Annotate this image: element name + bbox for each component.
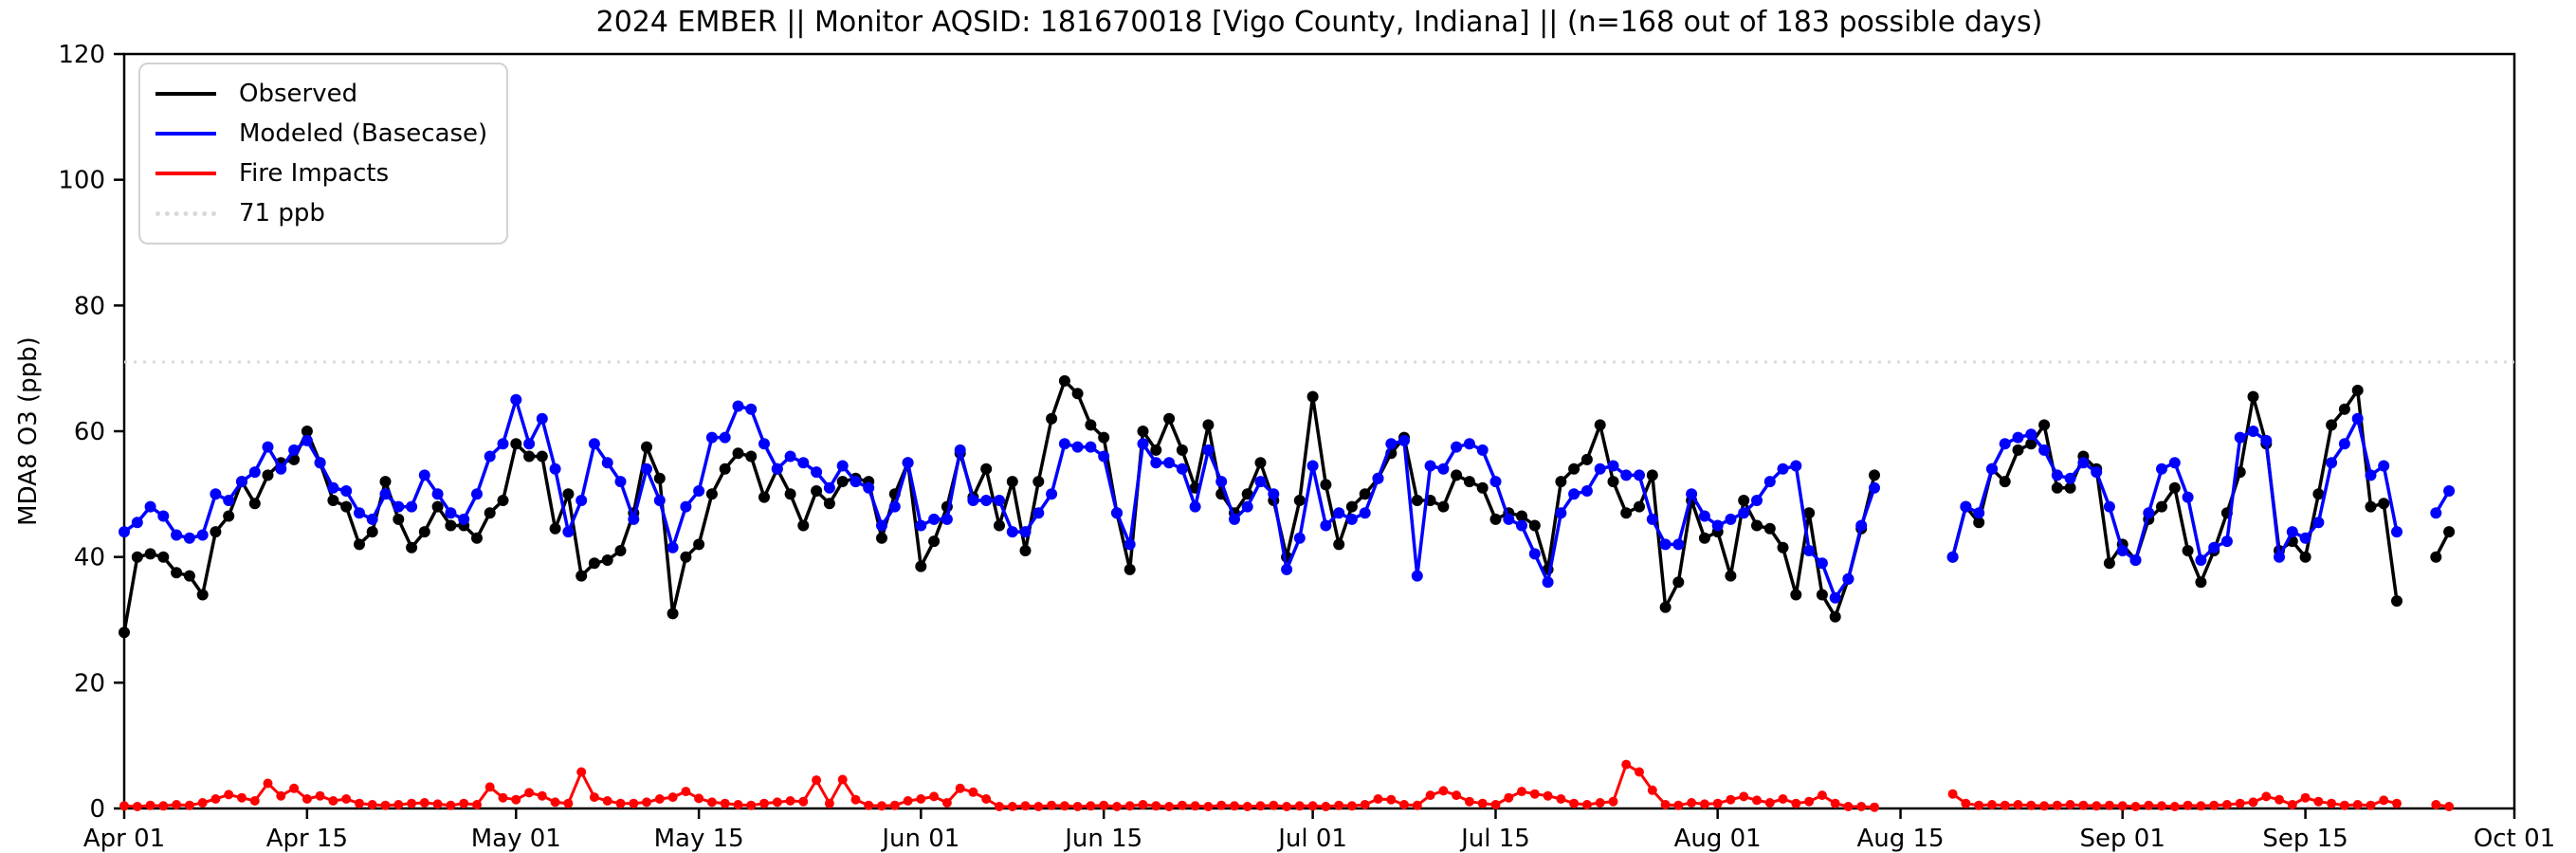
svg-text:Aug 15: Aug 15: [1856, 825, 1944, 853]
svg-text:60: 60: [74, 418, 105, 446]
svg-text:Sep 01: Sep 01: [2080, 825, 2165, 853]
svg-text:80: 80: [74, 292, 105, 320]
svg-text:Oct 01: Oct 01: [2474, 825, 2555, 853]
y-axis-ticks: 0 20 40 60 80 100 120: [58, 41, 124, 824]
svg-text:May 01: May 01: [471, 825, 561, 853]
fire-impacts-line-swatch: [155, 172, 216, 175]
svg-text:Jun 15: Jun 15: [1063, 825, 1142, 853]
series-modeled-basecase-: [119, 393, 2456, 604]
svg-text:40: 40: [74, 544, 105, 572]
series-observed: [119, 374, 2456, 639]
svg-text:20: 20: [74, 669, 105, 698]
chart-title: 2024 EMBER || Monitor AQSID: 181670018 […: [595, 6, 2043, 39]
svg-text:100: 100: [58, 167, 105, 195]
legend-item-observed: Observed: [155, 74, 506, 114]
modeled-line-swatch: [155, 132, 216, 136]
svg-text:Apr 01: Apr 01: [83, 825, 165, 853]
observed-line-swatch: [155, 92, 216, 96]
legend-item-fire-impacts: Fire Impacts: [155, 154, 506, 193]
legend-item-modeled: Modeled (Basecase): [155, 114, 506, 154]
svg-text:120: 120: [58, 41, 105, 69]
svg-text:Jul 01: Jul 01: [1276, 825, 1347, 853]
legend-item-threshold: 71 ppb: [155, 193, 506, 233]
svg-text:Jul 15: Jul 15: [1459, 825, 1530, 853]
svg-text:May 15: May 15: [654, 825, 744, 853]
svg-text:0: 0: [89, 795, 105, 824]
legend: Observed Modeled (Basecase) Fire Impacts…: [138, 63, 508, 245]
svg-text:Aug 01: Aug 01: [1674, 825, 1762, 853]
x-axis-ticks: Apr 01 Apr 15 May 01 May 15 Jun 01 Jun 15 Jul …: [83, 808, 2555, 853]
series-fire-impacts: [119, 759, 2455, 812]
svg-text:Sep 15: Sep 15: [2262, 825, 2348, 853]
svg-text:Apr 15: Apr 15: [266, 825, 348, 853]
svg-text:Jun 01: Jun 01: [880, 825, 959, 853]
threshold-line-swatch: [155, 210, 216, 216]
